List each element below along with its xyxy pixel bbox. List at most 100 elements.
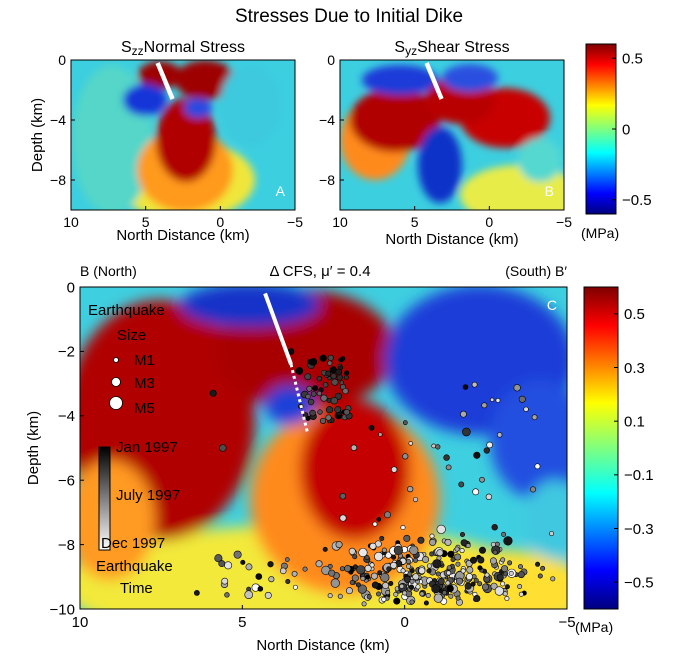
earthquake-point [402,453,409,460]
earthquake-point [348,547,356,555]
earthquake-point [214,554,223,563]
earthquake-point [433,593,443,603]
earthquake-point [455,561,461,567]
earthquake-point [429,533,435,539]
earthquake-point [517,571,525,579]
earthquake-point [327,593,333,599]
earthquake-point [330,373,337,380]
size-legend-m5-label: M5 [134,400,155,417]
earthquake-point [310,391,317,397]
earthquake-point [531,414,538,421]
earthquake-point [444,538,452,546]
earthquake-point [384,511,392,519]
earthquake-point [496,573,504,581]
earthquake-point [477,565,483,571]
earthquake-point [403,534,411,542]
earthquake-point [320,394,328,402]
earthquake-point [279,567,287,575]
panel-b-dike-line [424,62,444,100]
earthquake-point [415,584,421,590]
colorbar-tick-label: −0.3 [624,521,654,538]
colorbar-tick-label: 0.1 [624,413,645,430]
x-tick-label: 10 [63,214,79,230]
earthquake-point [377,570,383,576]
figure-title: Stresses Due to Initial Dike [235,6,463,27]
y-tick-label: −8 [50,172,66,188]
earthquake-point [349,580,355,586]
x-tick-label: 5 [411,214,419,230]
earthquake-point [460,539,468,547]
earthquake-point [473,451,481,459]
earthquake-point [345,587,353,595]
earthquake-point [315,560,323,568]
earthquake-point [481,402,488,409]
earthquake-point [393,545,403,555]
earthquake-point [448,593,454,599]
earthquake-point [322,546,328,552]
earthquake-point [462,427,471,437]
earthquake-point [504,596,510,602]
earthquake-point [219,444,227,452]
earthquake-point [366,594,372,600]
earthquake-point [535,561,541,567]
earthquake-point [485,493,493,501]
time-legend-start: Jan 1997 [116,439,178,456]
earthquake-point [534,463,541,470]
colorbar-top-ticks: 0.5 0 −0.5 [612,50,652,209]
earthquake-point [409,578,415,584]
earthquake-point [400,568,406,574]
earthquake-point [327,354,334,361]
earthquake-point [492,549,498,555]
earthquake-point [393,597,401,605]
earthquake-point [407,486,414,493]
earthquake-point [369,562,375,568]
panel-c-frame [79,286,568,610]
y-tick-label: −8 [319,172,335,188]
earthquake-point [322,381,329,388]
size-legend-m5-marker [109,396,123,410]
earthquake-point [350,444,358,451]
earthquake-point [364,555,370,561]
earthquake-point [305,393,311,400]
colorbar-top-gradient [585,43,617,215]
panel-c-ylabel: Depth (km) [25,411,42,485]
earthquake-point [500,557,506,563]
earthquake-point [381,547,387,553]
y-tick-label: −4 [319,112,335,128]
earthquake-point [447,550,455,558]
earthquake-point [465,543,471,549]
earthquake-point [418,567,426,575]
panel-b-heatmap [340,60,564,210]
earthquake-point [517,564,523,570]
earthquake-point [530,486,537,493]
earthquake-point [380,572,390,583]
earthquake-point [343,370,350,376]
size-legend-subtitle: Size [117,327,146,344]
earthquake-point [537,573,543,579]
earthquake-point [437,577,445,585]
earthquake-point [518,395,526,403]
time-legend-end: Dec 1997 [101,535,165,552]
earthquake-point [502,591,508,597]
earthquake-point [549,531,555,537]
colorbar-tick-label: 0.3 [624,360,645,377]
earthquake-point [495,398,501,403]
earthquake-point [284,557,290,562]
earthquake-point [423,600,429,606]
earthquake-point [382,582,390,590]
earthquake-point [307,398,315,406]
earthquake-point [504,584,510,590]
panel-a-letter: A [276,183,286,199]
earthquake-point [446,570,452,576]
earthquake-point [500,581,506,587]
earthquake-point [446,585,454,593]
x-tick-label: 10 [332,214,348,230]
earthquake-point [342,387,349,395]
panel-b-ticks: 10 5 0 −5 0 −4 −8 [319,52,572,230]
earthquake-point [327,360,333,366]
earthquake-point [402,420,408,426]
earthquake-point [334,406,342,413]
earthquake-point [490,541,496,547]
size-legend: Earthquake Size M1 M3 M5 [88,302,165,417]
earthquake-point [540,565,546,571]
